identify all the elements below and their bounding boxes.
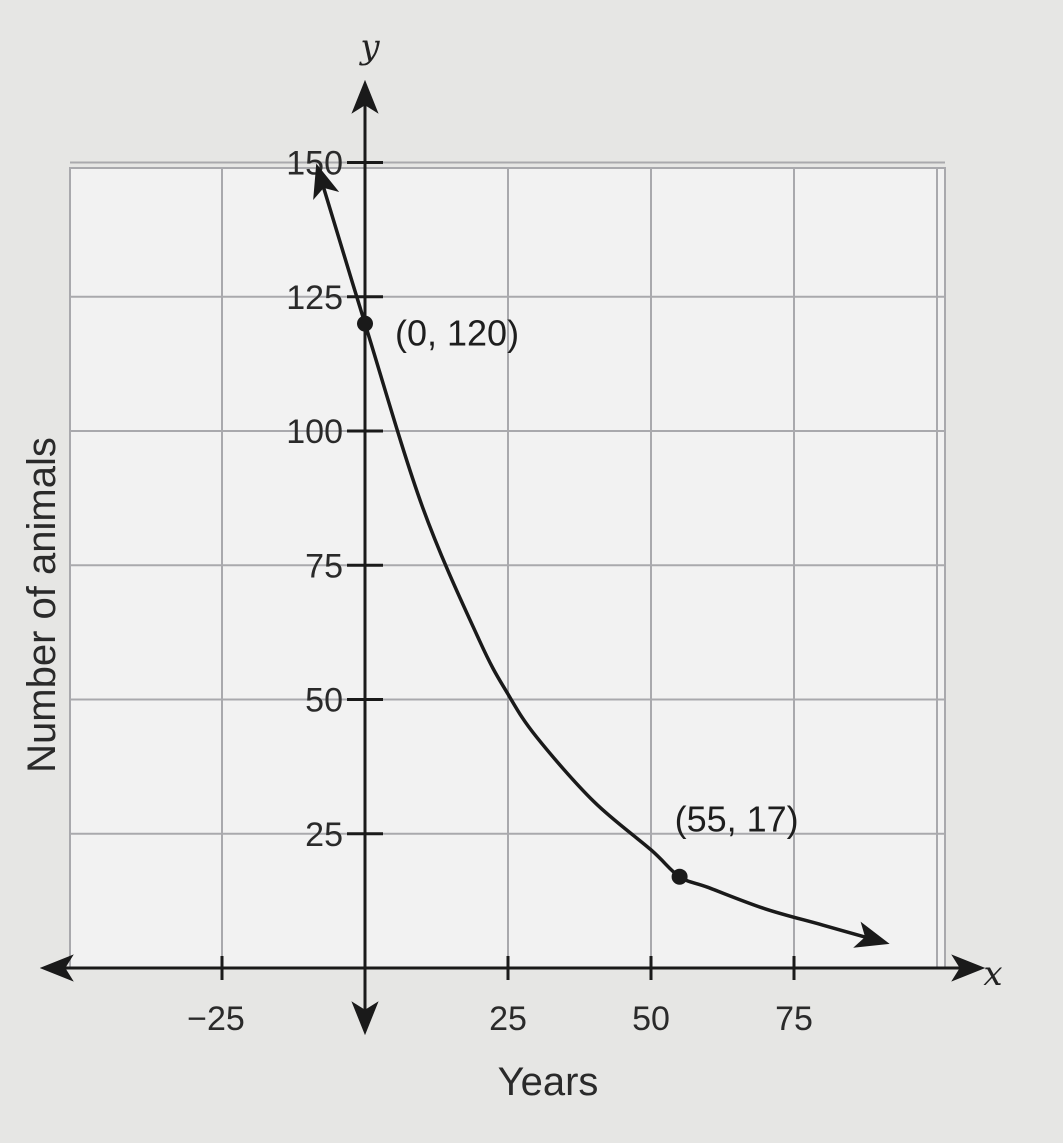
y-tick-label: 125 <box>286 279 343 317</box>
x-tick-label: 25 <box>489 1000 527 1038</box>
curve-layer <box>313 163 890 948</box>
x-axis-label: Years <box>498 1060 599 1104</box>
data-point <box>671 868 688 885</box>
y-tick-label: 75 <box>305 547 343 585</box>
x-tick-label: −25 <box>187 1000 245 1038</box>
y-axis-variable: y <box>358 27 380 67</box>
x-tick-label: 50 <box>632 1000 670 1038</box>
x-tick-label: 75 <box>775 1000 813 1038</box>
y-tick-label: 150 <box>286 145 343 183</box>
data-point-label: (0, 120) <box>395 313 519 354</box>
decay-curve <box>313 163 890 948</box>
y-tick-label: 100 <box>286 413 343 451</box>
x-axis-variable: x <box>983 954 1002 994</box>
y-tick-label: 50 <box>305 682 343 720</box>
y-tick-label: 25 <box>305 816 343 854</box>
data-point-label: (55, 17) <box>675 799 799 840</box>
y-axis-label: Number of animals <box>20 437 64 773</box>
grid <box>69 161 946 969</box>
data-point <box>357 315 373 332</box>
points-layer: (0, 120) (55, 17) <box>357 313 799 885</box>
